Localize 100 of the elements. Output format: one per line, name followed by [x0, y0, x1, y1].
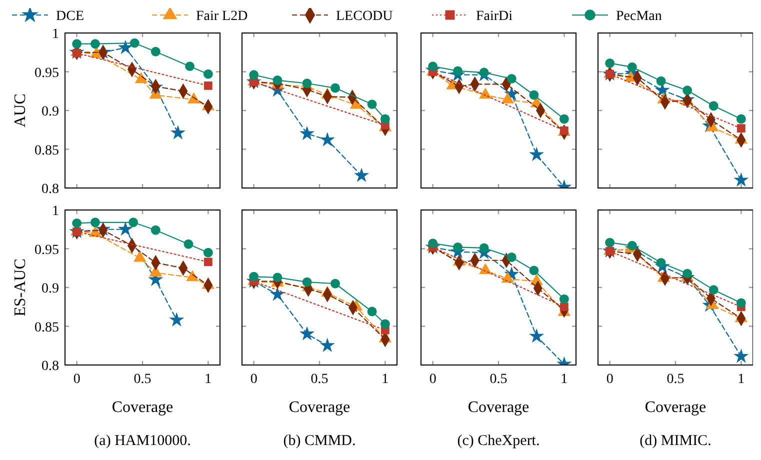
point — [300, 326, 315, 340]
legend-label: FairDi — [476, 9, 513, 24]
x-tick-label: 0.5 — [490, 372, 508, 387]
x-tick-label: 1 — [382, 372, 389, 387]
point — [320, 338, 335, 352]
x-tick-label: 0.5 — [666, 372, 684, 387]
point — [270, 286, 285, 301]
point — [656, 76, 666, 86]
point — [330, 278, 340, 288]
point — [627, 62, 637, 72]
point — [734, 172, 749, 187]
point — [708, 101, 718, 111]
point — [134, 250, 146, 262]
point — [118, 221, 133, 236]
y-tick-label: 0.95 — [34, 66, 59, 81]
point — [428, 62, 438, 72]
point — [203, 69, 213, 79]
x-axis-title: Coverage — [112, 399, 174, 416]
x-tick-label: 0 — [429, 372, 436, 387]
y-axis-title: AUC — [12, 94, 29, 128]
point — [185, 62, 195, 72]
x-tick-label: 1 — [560, 372, 568, 387]
point — [627, 240, 637, 250]
point — [169, 312, 184, 326]
point — [453, 66, 462, 76]
point — [330, 83, 340, 93]
x-axis-title: Coverage — [468, 399, 530, 416]
point — [506, 74, 516, 84]
x-tick-label: 1 — [204, 372, 212, 387]
point — [130, 38, 140, 48]
point — [559, 114, 569, 124]
point — [249, 70, 259, 80]
y-tick-label: 0.9 — [42, 282, 59, 296]
point — [367, 306, 377, 316]
y-tick-label: 0.9 — [42, 104, 59, 120]
point — [118, 40, 133, 54]
point — [72, 218, 82, 228]
point — [72, 39, 82, 49]
point — [150, 46, 160, 56]
point — [708, 285, 718, 295]
point — [170, 125, 186, 140]
point — [150, 225, 160, 235]
point — [656, 258, 666, 268]
point — [90, 218, 100, 228]
point — [428, 238, 438, 248]
x-tick-label: 0 — [606, 372, 614, 387]
point — [605, 238, 615, 248]
x-tick-label: 1 — [738, 372, 745, 387]
y-axis-title: ES-AUC — [12, 258, 29, 316]
y-tick-label: 0.85 — [34, 143, 59, 158]
point — [736, 298, 746, 308]
point — [128, 218, 138, 228]
y-tick-label: 0.8 — [42, 182, 59, 197]
point — [682, 86, 692, 96]
point — [736, 124, 746, 133]
point — [272, 76, 282, 85]
x-tick-label: 0 — [250, 372, 258, 387]
point — [320, 132, 335, 146]
point — [204, 258, 212, 266]
point — [204, 82, 212, 90]
point — [187, 92, 200, 104]
point — [529, 328, 544, 343]
point — [367, 100, 377, 110]
point — [506, 252, 516, 262]
point — [134, 72, 148, 84]
point — [249, 272, 259, 282]
y-tick-label: 1 — [52, 204, 59, 219]
x-axis-title: Coverage — [644, 399, 706, 416]
legend-label: LECODU — [336, 9, 393, 24]
text: (b) CMMD. — [283, 433, 356, 449]
point — [560, 302, 568, 312]
text: (c) CheXpert. — [457, 433, 540, 449]
point — [203, 248, 213, 258]
point — [734, 348, 749, 363]
point — [501, 272, 514, 283]
text: (d) MIMIC. — [640, 433, 712, 449]
point — [380, 319, 390, 329]
point — [272, 272, 282, 282]
point — [453, 242, 462, 252]
x-tick-label: 0 — [73, 372, 80, 387]
y-tick-label: 0.8 — [42, 359, 59, 374]
point — [529, 146, 544, 162]
x-tick-label: 0.5 — [134, 372, 152, 387]
y-tick-label: 0.85 — [34, 320, 59, 336]
point — [300, 126, 315, 140]
point — [186, 270, 199, 282]
point — [501, 92, 514, 104]
y-tick-label: 1 — [52, 27, 59, 42]
point — [90, 39, 100, 49]
point — [354, 168, 370, 182]
legend-label: Fair L2D — [196, 9, 248, 24]
point — [736, 114, 746, 124]
point — [559, 294, 569, 304]
point — [380, 114, 390, 124]
y-tick-label: 0.95 — [34, 242, 59, 258]
x-axis-title: Coverage — [288, 399, 350, 416]
point — [529, 266, 539, 276]
point — [479, 243, 489, 253]
point — [682, 268, 692, 278]
point — [529, 90, 539, 100]
